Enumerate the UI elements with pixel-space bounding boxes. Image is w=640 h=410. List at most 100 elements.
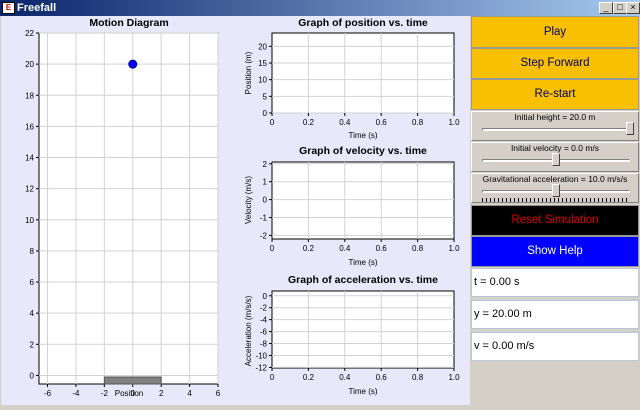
velocity-graph-title: Graph of velocity vs. time xyxy=(299,145,427,157)
reset-simulation-button[interactable]: Reset Simulation xyxy=(471,205,639,236)
initial-velocity-thumb[interactable] xyxy=(552,153,560,166)
close-button[interactable]: × xyxy=(626,2,640,14)
vg-xtick-label: 0 xyxy=(270,244,275,253)
pg-ytick-label: 0 xyxy=(263,109,268,118)
md-ytick-label: 4 xyxy=(30,309,35,318)
initial-velocity-label: Initial velocity = 0.0 m/s xyxy=(510,143,600,153)
vg-xtick-label: 0.4 xyxy=(339,244,351,253)
md-ytick-label: 14 xyxy=(25,154,34,163)
ag-ytick-label: 0 xyxy=(263,292,268,301)
gravity-slider: Gravitational acceleration = 10.0 m/s/s xyxy=(471,173,639,203)
pg-xtick-label: 0.2 xyxy=(303,118,315,127)
md-ytick-label: 16 xyxy=(25,122,34,131)
step-forward-button[interactable]: Step Forward xyxy=(471,48,639,79)
md-xtick-label: 0 xyxy=(131,389,136,398)
md-ytick-label: 2 xyxy=(30,340,35,349)
pg-ytick-label: 5 xyxy=(263,92,268,101)
maximize-button[interactable]: □ xyxy=(613,2,627,14)
md-xtick-label: -6 xyxy=(44,389,52,398)
gravity-thumb[interactable] xyxy=(552,184,560,197)
pg-ytick-label: 15 xyxy=(258,59,267,68)
initial-height-slider: Initial height = 20.0 m xyxy=(471,111,639,141)
acceleration-graph-frame xyxy=(271,290,455,369)
ag-ytick-label: -12 xyxy=(255,363,267,372)
md-ytick-label: 20 xyxy=(25,60,34,69)
md-xtick-label: -4 xyxy=(72,389,80,398)
position-graph-ylabel: Position (m) xyxy=(244,51,253,94)
ag-xtick-label: 0.8 xyxy=(412,373,424,382)
motion-diagram-frame xyxy=(38,32,219,385)
ag-xtick-label: 0.4 xyxy=(339,373,351,382)
initial-height-label: Initial height = 20.0 m xyxy=(514,112,596,122)
md-ytick-label: 6 xyxy=(30,278,35,287)
vg-ytick-label: -2 xyxy=(260,231,268,240)
velocity-graph-xlabel: Time (s) xyxy=(348,258,377,267)
ag-ytick-label: -8 xyxy=(260,340,268,349)
vg-xtick-label: 0.6 xyxy=(376,244,388,253)
velocity-readout: v = 0.00 m/s xyxy=(471,332,639,361)
vg-xtick-label: 0.8 xyxy=(412,244,424,253)
plot-area: Motion Diagram -6 -4 -2 0 2 4 6 0 2 4 6 8 10 12 14 16 1… xyxy=(1,16,470,405)
app-icon[interactable]: E xyxy=(2,2,15,14)
position-graph-frame xyxy=(271,32,455,114)
velocity-graph-frame xyxy=(271,161,455,240)
ag-xtick-label: 0.2 xyxy=(303,373,315,382)
window-title: Freefall xyxy=(17,2,57,14)
pg-xtick-label: 1.0 xyxy=(448,118,460,127)
position-graph-xlabel: Time (s) xyxy=(348,131,377,140)
falling-ball[interactable] xyxy=(128,59,138,69)
initial-height-track[interactable] xyxy=(482,128,630,131)
show-help-button[interactable]: Show Help xyxy=(471,236,639,267)
acceleration-graph-title: Graph of acceleration vs. time xyxy=(288,274,438,286)
play-button[interactable]: Play xyxy=(471,16,639,48)
ag-ytick-label: -6 xyxy=(260,328,268,337)
ag-xtick-label: 0.6 xyxy=(376,373,388,382)
vg-ytick-label: -1 xyxy=(260,214,268,223)
ag-xtick-label: 0 xyxy=(270,373,275,382)
acceleration-graph-xlabel: Time (s) xyxy=(348,387,377,396)
gravity-label: Gravitational acceleration = 10.0 m/s/s xyxy=(482,174,628,184)
vg-xtick-label: 1.0 xyxy=(448,244,460,253)
ag-ytick-label: -2 xyxy=(260,304,268,313)
pg-xtick-label: 0.4 xyxy=(339,118,351,127)
motion-diagram-title: Motion Diagram xyxy=(89,17,168,29)
ag-ytick-label: -10 xyxy=(255,351,267,360)
md-ytick-label: 18 xyxy=(25,91,34,100)
minimize-button[interactable]: _ xyxy=(599,2,613,14)
pg-xtick-label: 0 xyxy=(270,118,275,127)
md-xtick-label: 2 xyxy=(159,389,164,398)
control-panel: Play Step Forward Re-start Initial heigh… xyxy=(470,16,640,405)
md-ytick-label: 0 xyxy=(30,371,35,380)
pg-ytick-label: 10 xyxy=(258,76,267,85)
md-ytick-label: 8 xyxy=(30,247,35,256)
md-ytick-label: 22 xyxy=(25,29,34,38)
velocity-graph-ylabel: Velocity (m/s) xyxy=(244,176,253,224)
md-ytick-label: 10 xyxy=(25,216,34,225)
vg-ytick-label: 1 xyxy=(263,178,268,187)
plots-svg: Motion Diagram -6 -4 -2 0 2 4 6 02468101214161… xyxy=(25,17,460,398)
ag-ytick-label: -4 xyxy=(260,316,268,325)
pg-ytick-label: 20 xyxy=(258,42,267,51)
title-bar[interactable]: E Freefall _ □ × xyxy=(0,0,640,16)
vg-ytick-label: 0 xyxy=(263,196,268,205)
ag-xtick-label: 1.0 xyxy=(448,373,460,382)
md-xtick-label: -2 xyxy=(101,389,109,398)
position-readout: y = 20.00 m xyxy=(471,300,639,329)
position-graph-title: Graph of position vs. time xyxy=(298,17,428,29)
motion-diagram-xlabel: Position xyxy=(115,389,143,398)
pg-xtick-label: 0.8 xyxy=(412,118,424,127)
acceleration-graph-ylabel: Acceleration (m/s/s) xyxy=(244,295,253,366)
md-xtick-label: 6 xyxy=(216,389,221,398)
gravity-slider-ticks xyxy=(482,198,630,202)
md-xtick-label: 4 xyxy=(187,389,192,398)
ground-platform xyxy=(103,376,162,385)
vg-xtick-label: 0.2 xyxy=(303,244,315,253)
md-ytick-label: 12 xyxy=(25,185,34,194)
initial-height-thumb[interactable] xyxy=(626,122,634,135)
pg-xtick-label: 0.6 xyxy=(376,118,388,127)
vg-ytick-label: 2 xyxy=(263,160,268,169)
time-readout: t = 0.00 s xyxy=(471,268,639,297)
initial-velocity-slider: Initial velocity = 0.0 m/s xyxy=(471,142,639,172)
restart-button[interactable]: Re-start xyxy=(471,79,639,110)
